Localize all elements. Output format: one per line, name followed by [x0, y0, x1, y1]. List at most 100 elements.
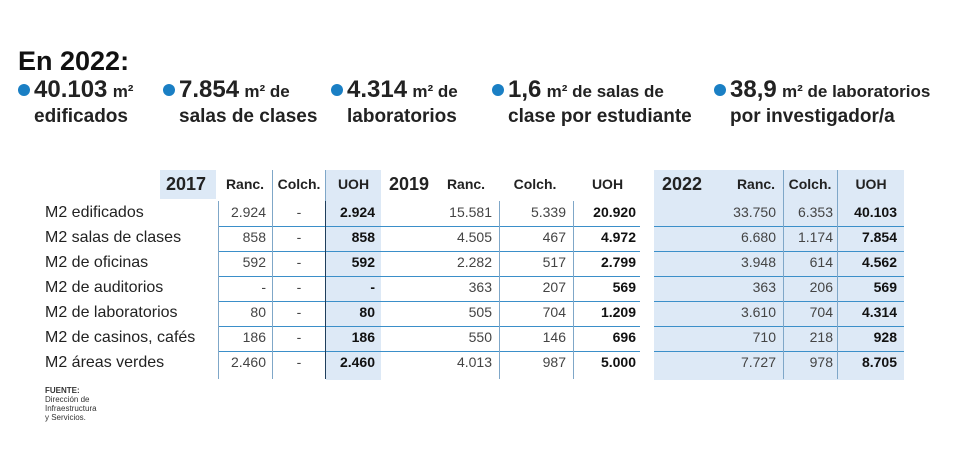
row-divider [654, 251, 904, 252]
table-cell: - [296, 229, 302, 245]
table-cell: 146 [542, 329, 566, 345]
header-2022-ranc: Ranc. [736, 176, 776, 192]
table-cell: - [296, 204, 302, 220]
bullet-dot-icon [163, 84, 175, 96]
row-label: M2 de casinos, cafés [45, 329, 196, 346]
table-cell: 7.727 [740, 354, 776, 370]
table-cell: 1.174 [797, 229, 833, 245]
table-cell: - [370, 279, 375, 295]
year-2022: 2022 [662, 174, 703, 194]
table-cell: - [296, 304, 302, 320]
row-divider [218, 301, 381, 302]
row-label: M2 salas de clases [45, 229, 182, 246]
table-cell: 8.705 [861, 354, 897, 370]
table-cell: 218 [809, 329, 833, 345]
table-cell: 15.581 [449, 204, 492, 220]
table-cell: 3.610 [740, 304, 776, 320]
table-cell: 3.948 [740, 254, 776, 270]
row-divider [381, 301, 640, 302]
stat-value: 38,9 [730, 76, 777, 103]
table-cell: 4.562 [861, 254, 897, 270]
table-cell: 207 [542, 279, 566, 295]
year-2017: 2017 [166, 174, 207, 194]
table-cell: 858 [242, 229, 266, 245]
shade-2017-uoh [326, 170, 381, 380]
table-cell: 569 [873, 279, 897, 295]
table-cell: - [261, 279, 266, 295]
table-cell: 33.750 [733, 204, 776, 220]
row-divider [218, 226, 381, 227]
column-divider [272, 201, 273, 379]
stat-unit: m² [412, 82, 434, 101]
header-divider [272, 170, 273, 201]
table-cell: 592 [351, 254, 375, 270]
table-cell: 2.460 [339, 354, 375, 370]
stat-description: por investigador/a [730, 106, 895, 127]
row-label: M2 áreas verdes [45, 354, 165, 371]
header-2019-colch: Colch. [513, 176, 557, 192]
stat-text: de laboratorios [802, 82, 931, 101]
bullet-dot-icon [492, 84, 504, 96]
row-divider [654, 276, 904, 277]
row-divider [218, 351, 381, 352]
stat-item: 40.103 m² edificados [18, 77, 133, 129]
row-divider [381, 326, 640, 327]
table-cell: 4.972 [600, 229, 636, 245]
table-cell: 2.924 [339, 204, 375, 220]
column-divider [218, 201, 219, 379]
table-cell: 710 [752, 329, 776, 345]
table-cell: 704 [542, 304, 566, 320]
row-divider [218, 326, 381, 327]
header-2017-colch: Colch. [277, 176, 321, 192]
row-divider [381, 226, 640, 227]
row-label: M2 edificados [45, 204, 144, 221]
stat-unit: m² [112, 82, 134, 101]
table-cell: 696 [612, 329, 636, 345]
bullet-dot-icon [331, 84, 343, 96]
header-2017-ranc: Ranc. [225, 176, 265, 192]
column-divider [837, 201, 838, 379]
table-cell: 2.282 [456, 254, 492, 270]
table-cell: 363 [752, 279, 776, 295]
column-divider [573, 201, 574, 379]
table-cell: 6.680 [740, 229, 776, 245]
table-cell: 858 [351, 229, 375, 245]
table-cell: 186 [242, 329, 266, 345]
header-2022-uoh: UOH [855, 176, 887, 192]
table-cell: 1.209 [600, 304, 636, 320]
stat-item: 1,6 m² de salas de clase por estudiante [492, 77, 692, 129]
row-divider [654, 226, 904, 227]
header-2022-colch: Colch. [788, 176, 832, 192]
stat-item: 4.314 m² de laboratorios [331, 77, 458, 129]
row-divider [218, 251, 381, 252]
stat-item: 38,9 m² de laboratorios por investigador/… [714, 77, 930, 129]
header-divider [325, 170, 326, 201]
table-cell: - [296, 254, 302, 270]
stat-value: 1,6 [508, 76, 542, 103]
table-cell: - [296, 279, 302, 295]
stat-text: de [433, 82, 458, 101]
table-cell: 20.920 [593, 204, 636, 220]
row-label: M2 de oficinas [45, 254, 149, 271]
row-divider [381, 276, 640, 277]
header-divider [837, 170, 838, 201]
table-cell: 2.924 [230, 204, 266, 220]
table-cell: 80 [359, 304, 375, 320]
stat-unit: m² [244, 82, 266, 101]
header-2017-uoh: UOH [337, 176, 370, 192]
table-cell: 569 [612, 279, 636, 295]
stat-description: edificados [34, 106, 128, 127]
headline: En 2022: [18, 46, 130, 76]
table-cell: 704 [809, 304, 833, 320]
table-cell: 505 [468, 304, 492, 320]
table-cell: 2.799 [600, 254, 636, 270]
column-divider [783, 201, 784, 379]
row-divider [654, 301, 904, 302]
row-divider [218, 276, 381, 277]
bullet-dot-icon [18, 84, 30, 96]
table-cell: 592 [242, 254, 266, 270]
header-2019-uoh: UOH [591, 176, 624, 192]
shade-2017-header [160, 170, 216, 199]
table-cell: 40.103 [854, 204, 897, 220]
table-cell: 80 [250, 304, 266, 320]
